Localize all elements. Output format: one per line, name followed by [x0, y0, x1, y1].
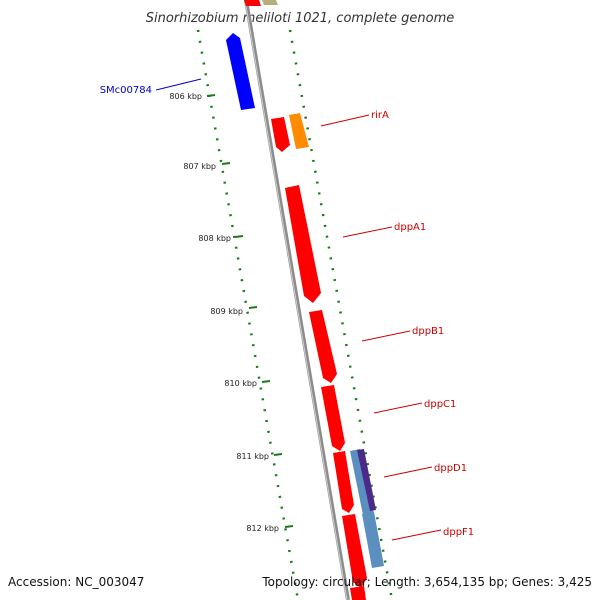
tick-label-811: 811 kbp	[236, 452, 269, 461]
gene-dppF1-overlap-steelblue	[362, 512, 384, 568]
gene-label-rirA: rirA	[371, 110, 389, 121]
tick-label-810: 810 kbp	[224, 379, 257, 388]
partial-feature-bottom-red	[350, 586, 366, 600]
accession-text: Accession: NC_003047	[8, 575, 144, 589]
gene-dppF1[interactable]	[342, 514, 367, 588]
gene-label-dppD1: dppD1	[434, 463, 467, 474]
map-title: Sinorhizobium meliloti 1021, complete ge…	[146, 11, 455, 26]
tick-811: 811 kbp	[236, 452, 283, 461]
genome-backbone	[244, 0, 350, 600]
gene-dppA1[interactable]	[285, 185, 321, 303]
gene-dppC1[interactable]	[321, 385, 345, 451]
gene-leader-dppD1	[383, 466, 433, 478]
tick-807: 807 kbp	[183, 162, 231, 171]
tick-809: 809 kbp	[210, 306, 258, 316]
gene-leader-rirA	[320, 114, 370, 127]
genome-backbone-highlight	[244, 0, 348, 600]
tick-label-812: 812 kbp	[246, 524, 279, 533]
tick-label-808: 808 kbp	[198, 234, 231, 243]
gene-leader-SMc00784	[155, 78, 202, 91]
gene-SMc00784[interactable]	[226, 33, 255, 110]
tick-label-809: 809 kbp	[210, 307, 243, 316]
gene-rirA-red-segment[interactable]	[271, 117, 290, 152]
gene-dppD1-overlap-purple	[357, 449, 376, 511]
gene-leader-dppB1	[361, 330, 411, 342]
partial-feature-top-olive	[262, 0, 278, 5]
gene-label-SMc00784: SMc00784	[100, 85, 152, 96]
gene-label-dppA1: dppA1	[394, 222, 426, 233]
partial-feature-top-red	[244, 0, 261, 6]
genome-summary-text: Topology: circular; Length: 3,654,135 bp…	[261, 575, 592, 589]
gene-leader-dppF1	[391, 529, 442, 541]
gene-leader-dppC1	[373, 402, 423, 414]
gene-dppB1[interactable]	[309, 310, 337, 383]
gene-leader-dppA1	[342, 226, 393, 238]
gene-rirA[interactable]	[289, 113, 309, 149]
gene-label-dppB1: dppB1	[412, 326, 444, 337]
tick-808: 808 kbp	[198, 234, 244, 243]
gene-label-dppC1: dppC1	[424, 399, 456, 410]
gene-dppD1[interactable]	[333, 451, 354, 513]
gene-label-dppF1: dppF1	[443, 527, 474, 538]
tick-810: 810 kbp	[224, 379, 271, 388]
tick-806: 806 kbp	[169, 92, 216, 101]
tick-label-807: 807 kbp	[183, 162, 216, 171]
tick-812: 812 kbp	[246, 524, 294, 533]
tick-label-806: 806 kbp	[169, 92, 202, 101]
